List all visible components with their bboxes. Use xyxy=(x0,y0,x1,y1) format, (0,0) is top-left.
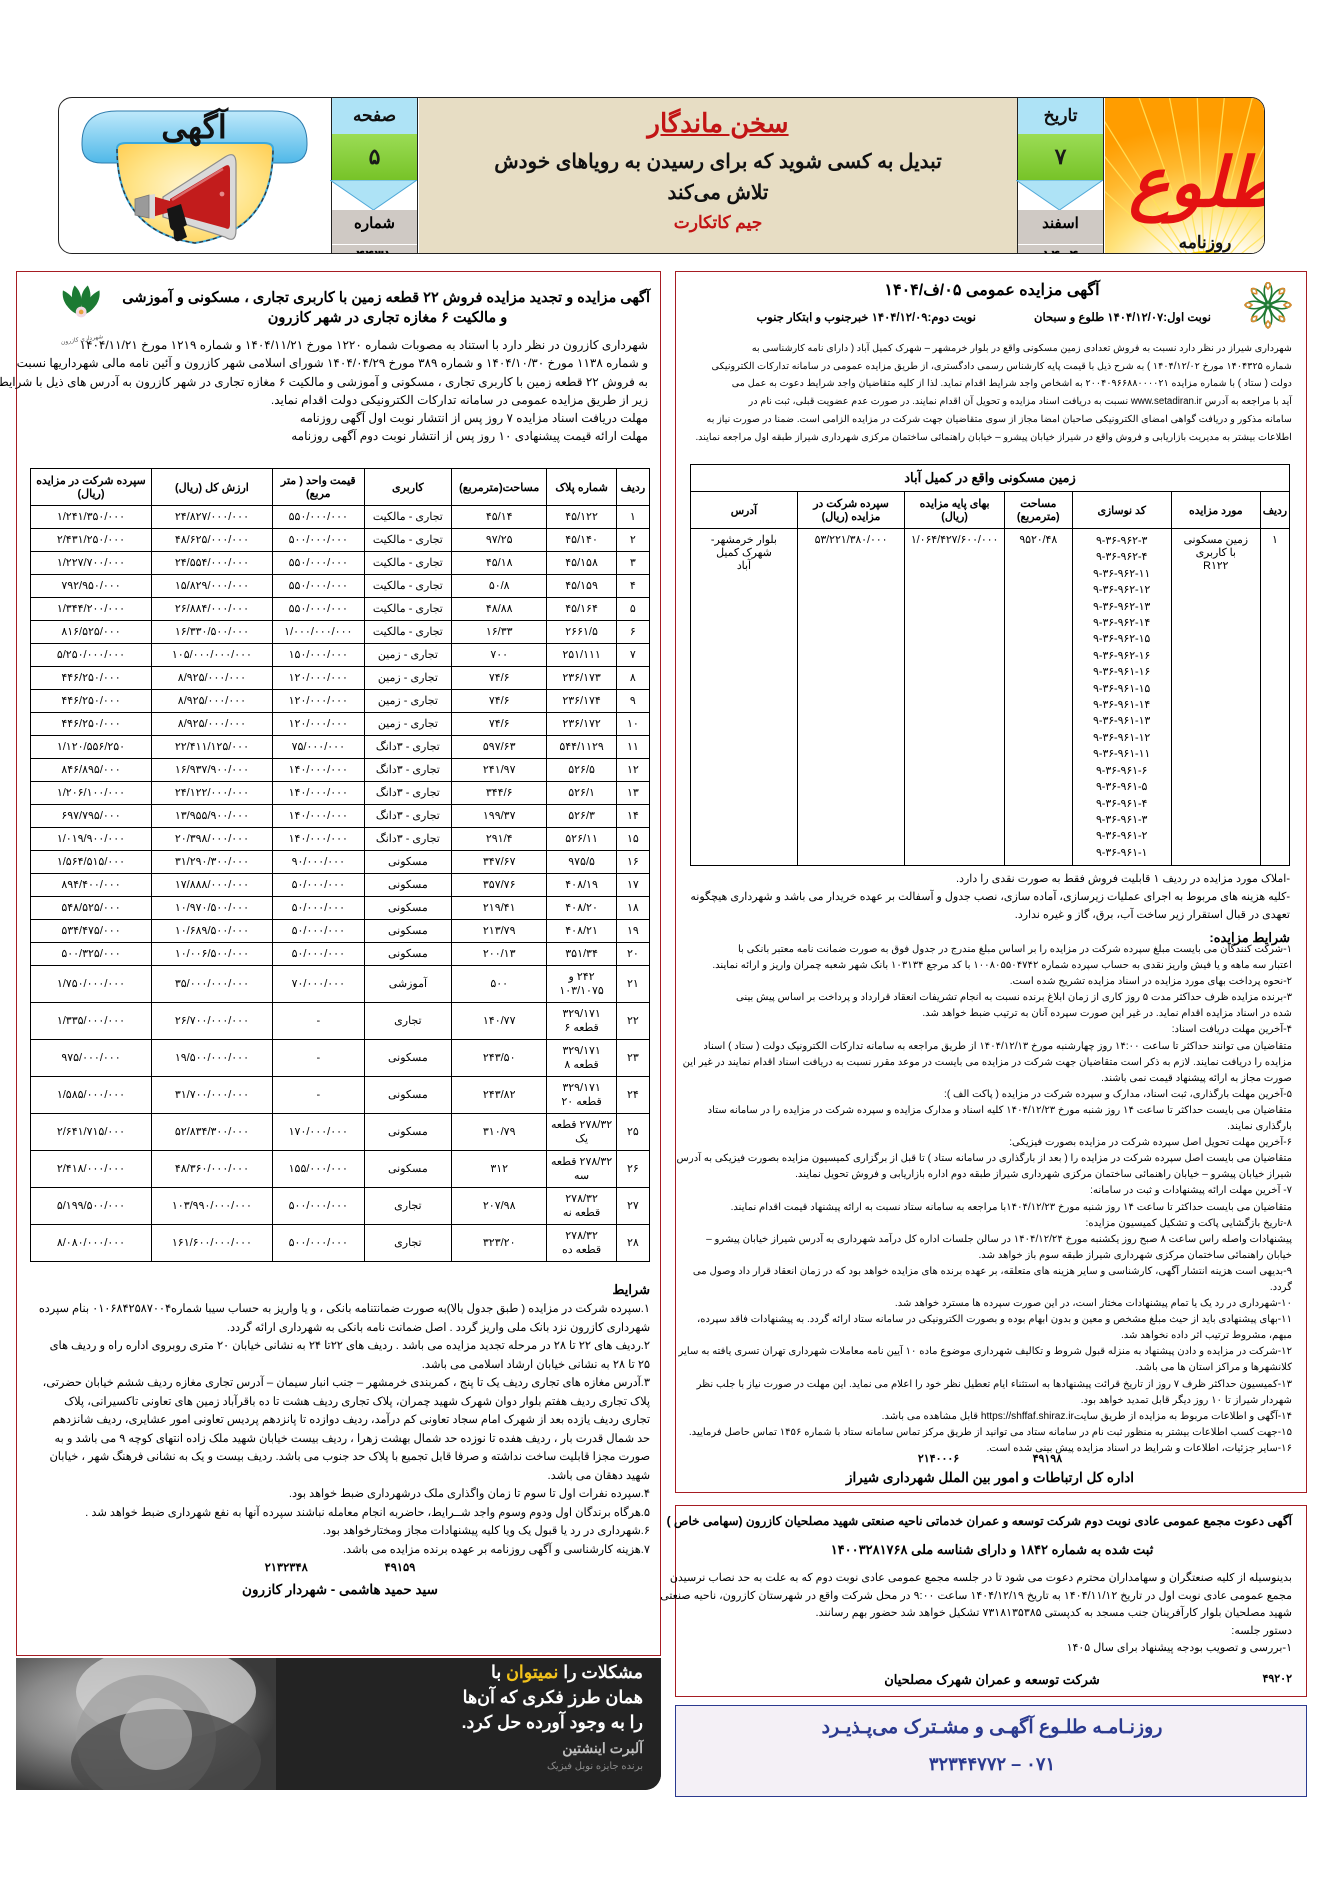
svg-text:روزنامه: روزنامه xyxy=(1179,233,1232,253)
svg-text:طلوع: طلوع xyxy=(1129,145,1265,224)
